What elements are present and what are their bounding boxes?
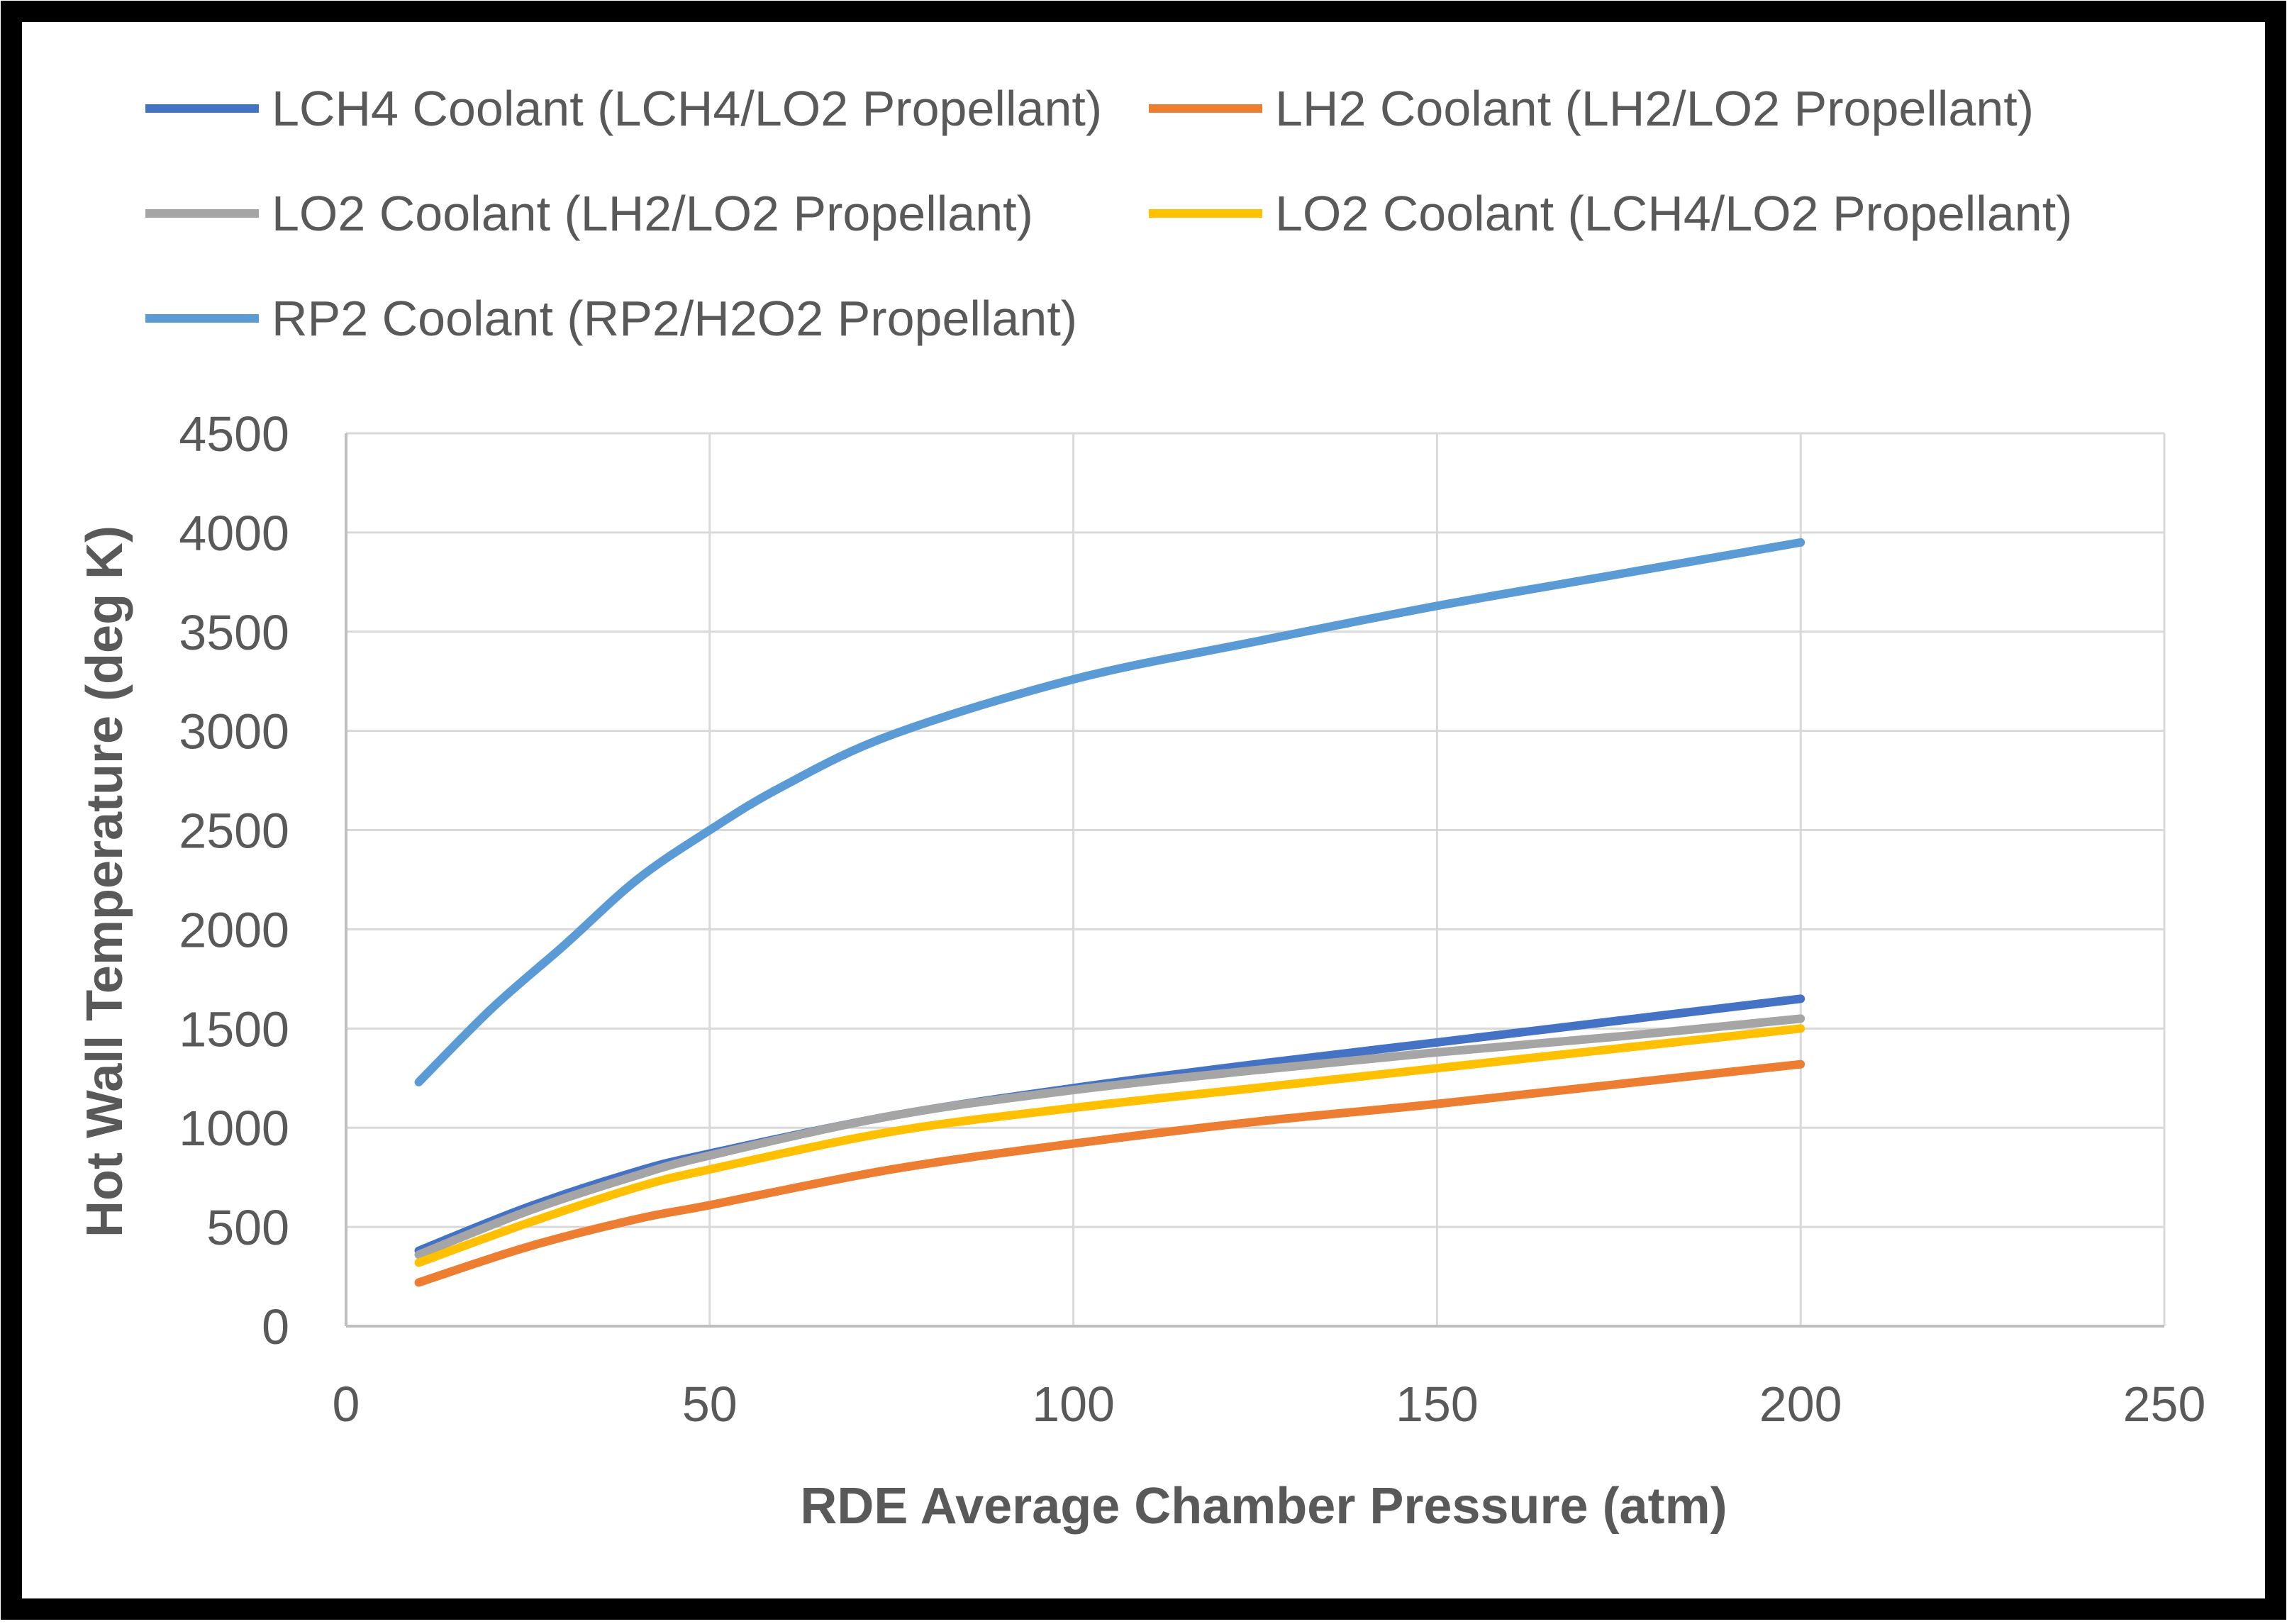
series-line-lo2-lh2 — [414, 1014, 1805, 1259]
legend-item-lo2-lch4: LO2 Coolant (LCH4/LO2 Propellant) — [1149, 186, 2072, 241]
x-axis-title: RDE Average Chamber Pressure (atm) — [800, 1478, 1727, 1535]
series-line-rp2 — [414, 538, 1805, 1086]
x-tick-label: 50 — [682, 1376, 738, 1432]
y-tick-label: 4000 — [179, 506, 289, 561]
legend-label-lo2-lh2: LO2 Coolant (LH2/LO2 Propellant) — [272, 186, 1033, 241]
y-tick-label: 4500 — [179, 406, 289, 462]
x-tick-label: 250 — [2123, 1376, 2206, 1432]
x-tick-label: 0 — [333, 1376, 360, 1432]
legend-label-lh2: LH2 Coolant (LH2/LO2 Propellant) — [1275, 81, 2034, 136]
y-axis-title: Hot Wall Temperature (deg K) — [77, 525, 133, 1238]
y-tick-labels: 0 500 1000 1500 2000 2500 3000 3500 4000 4500 — [179, 406, 289, 1355]
y-tick-label: 2500 — [179, 803, 289, 859]
x-tick-label: 150 — [1396, 1376, 1479, 1432]
y-tick-label: 3500 — [179, 605, 289, 660]
legend-label-rp2: RP2 Coolant (RP2/H2O2 Propellant) — [272, 291, 1077, 346]
series-lines — [414, 538, 1805, 1287]
y-tick-label: 1000 — [179, 1101, 289, 1156]
legend: LCH4 Coolant (LCH4/LO2 Propellant) LH2 C… — [145, 81, 2072, 346]
series-line-lo2-lch4 — [414, 1024, 1805, 1267]
legend-item-lh2: LH2 Coolant (LH2/LO2 Propellant) — [1149, 81, 2034, 136]
y-tick-label: 3000 — [179, 704, 289, 760]
series-line-lh2 — [414, 1060, 1805, 1287]
x-tick-labels: 0 50 100 150 200 250 — [333, 1376, 2206, 1432]
x-tick-label: 200 — [1759, 1376, 1842, 1432]
y-tick-label: 500 — [206, 1200, 289, 1255]
legend-item-lch4: LCH4 Coolant (LCH4/LO2 Propellant) — [145, 81, 1102, 136]
y-tick-label: 0 — [262, 1299, 289, 1355]
y-tick-label: 2000 — [179, 902, 289, 957]
axes — [345, 433, 2164, 1328]
legend-item-lo2-lh2: LO2 Coolant (LH2/LO2 Propellant) — [145, 186, 1033, 241]
y-tick-label: 1500 — [179, 1001, 289, 1057]
legend-item-rp2: RP2 Coolant (RP2/H2O2 Propellant) — [145, 291, 1077, 346]
legend-label-lo2-lch4: LO2 Coolant (LCH4/LO2 Propellant) — [1275, 186, 2072, 241]
gridlines — [346, 432, 2166, 1326]
legend-label-lch4: LCH4 Coolant (LCH4/LO2 Propellant) — [272, 81, 1102, 136]
x-tick-label: 100 — [1032, 1376, 1115, 1432]
